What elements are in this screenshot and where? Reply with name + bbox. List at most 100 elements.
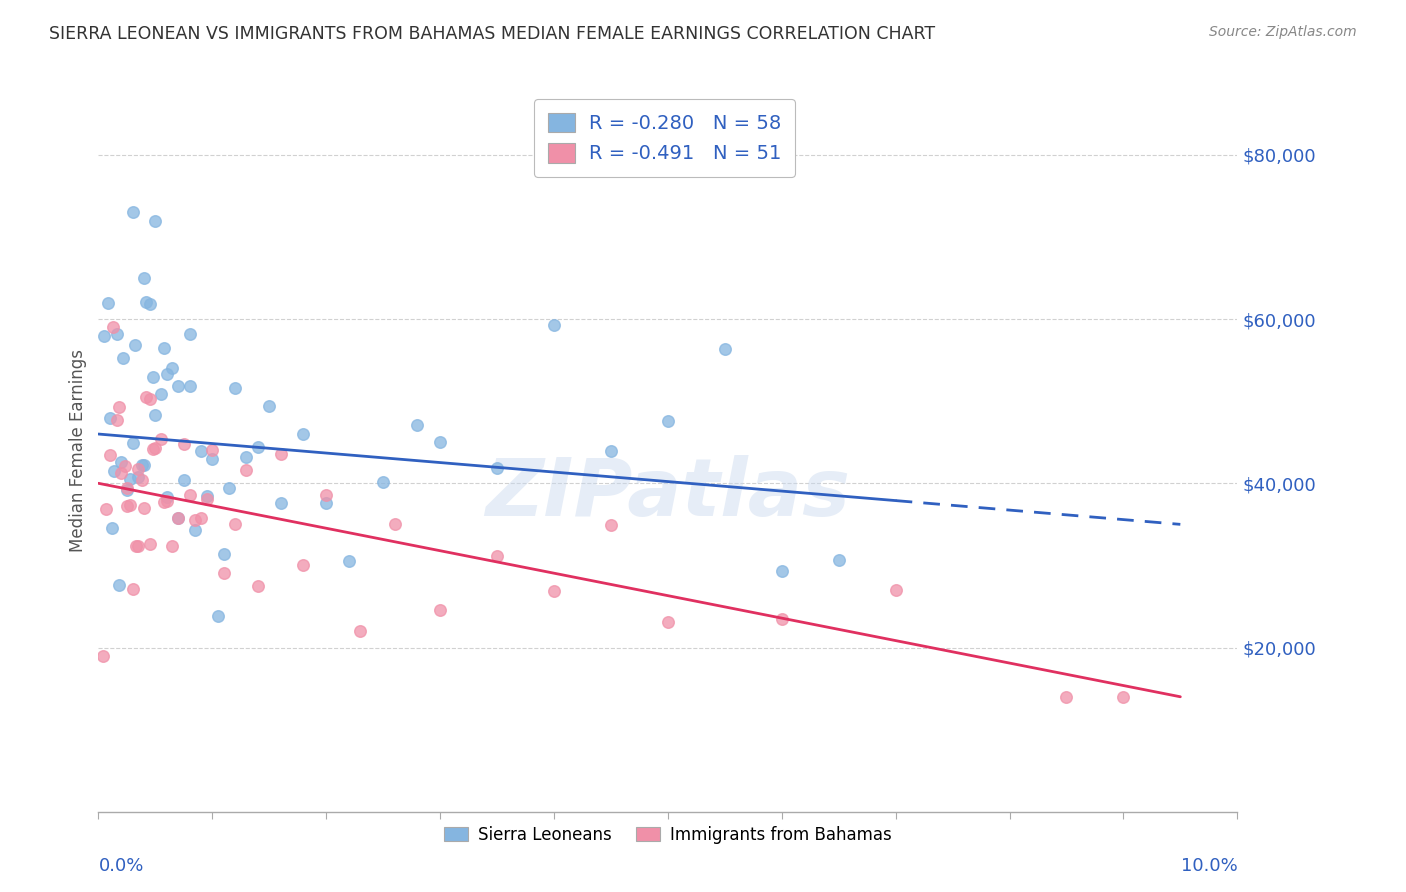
- Point: [131, 458, 153, 472]
- Point: [150, 432, 173, 446]
- Text: Source: ZipAtlas.com: Source: ZipAtlas.com: [1209, 25, 1357, 39]
- Point: [153, 494, 176, 508]
- Point: [115, 499, 138, 513]
- Point: [195, 492, 218, 507]
- Point: [714, 342, 737, 356]
- Text: SIERRA LEONEAN VS IMMIGRANTS FROM BAHAMAS MEDIAN FEMALE EARNINGS CORRELATION CHA: SIERRA LEONEAN VS IMMIGRANTS FROM BAHAMA…: [49, 25, 935, 43]
- Point: [110, 455, 132, 469]
- Point: [543, 318, 565, 332]
- Point: [135, 390, 157, 404]
- Point: [235, 450, 257, 464]
- Point: [246, 440, 269, 454]
- Point: [103, 464, 125, 478]
- Point: [138, 537, 160, 551]
- Point: [828, 553, 851, 567]
- Point: [770, 612, 793, 626]
- Point: [156, 491, 179, 505]
- Point: [96, 502, 118, 516]
- Point: [190, 444, 212, 458]
- Point: [337, 554, 360, 568]
- Point: [384, 517, 406, 532]
- Text: ZIPatlas: ZIPatlas: [485, 455, 851, 533]
- Y-axis label: Median Female Earnings: Median Female Earnings: [69, 349, 87, 552]
- Point: [1056, 690, 1078, 704]
- Text: 10.0%: 10.0%: [1181, 857, 1237, 875]
- Point: [121, 435, 143, 450]
- Point: [138, 392, 160, 406]
- Point: [195, 489, 218, 503]
- Point: [93, 328, 115, 343]
- Point: [224, 381, 246, 395]
- Point: [315, 488, 337, 502]
- Point: [91, 648, 114, 663]
- Point: [98, 448, 121, 462]
- Point: [259, 399, 281, 413]
- Point: [173, 437, 195, 451]
- Point: [1112, 690, 1135, 704]
- Text: 0.0%: 0.0%: [98, 857, 143, 875]
- Point: [884, 582, 907, 597]
- Point: [184, 513, 207, 527]
- Point: [150, 387, 173, 401]
- Point: [110, 466, 132, 480]
- Point: [101, 521, 124, 535]
- Point: [145, 213, 167, 227]
- Point: [543, 583, 565, 598]
- Point: [138, 296, 160, 310]
- Point: [142, 442, 165, 456]
- Point: [131, 473, 153, 487]
- Point: [127, 539, 149, 553]
- Point: [179, 378, 201, 392]
- Point: [600, 444, 623, 458]
- Point: [127, 469, 149, 483]
- Point: [207, 609, 229, 624]
- Point: [224, 516, 246, 531]
- Point: [179, 487, 201, 501]
- Point: [105, 413, 128, 427]
- Point: [132, 458, 155, 472]
- Point: [486, 461, 509, 475]
- Point: [167, 511, 190, 525]
- Point: [108, 578, 131, 592]
- Point: [173, 474, 195, 488]
- Point: [153, 341, 176, 355]
- Point: [142, 369, 165, 384]
- Point: [124, 338, 146, 352]
- Point: [218, 481, 240, 495]
- Point: [132, 271, 155, 285]
- Point: [184, 523, 207, 537]
- Point: [212, 566, 235, 580]
- Point: [156, 494, 179, 508]
- Point: [132, 501, 155, 516]
- Point: [657, 615, 679, 630]
- Point: [429, 434, 451, 449]
- Point: [162, 539, 184, 553]
- Point: [115, 483, 138, 497]
- Point: [103, 320, 125, 334]
- Point: [145, 408, 167, 422]
- Point: [770, 564, 793, 578]
- Point: [349, 624, 371, 639]
- Point: [600, 518, 623, 533]
- Point: [167, 511, 190, 525]
- Point: [121, 582, 143, 597]
- Point: [486, 549, 509, 563]
- Point: [105, 326, 128, 341]
- Point: [270, 447, 292, 461]
- Point: [371, 475, 394, 489]
- Point: [292, 426, 315, 441]
- Point: [114, 459, 136, 474]
- Point: [112, 351, 135, 366]
- Point: [246, 579, 269, 593]
- Point: [406, 418, 429, 433]
- Point: [292, 558, 315, 572]
- Point: [98, 410, 121, 425]
- Point: [179, 326, 201, 341]
- Point: [270, 496, 292, 510]
- Point: [212, 547, 235, 561]
- Point: [190, 511, 212, 525]
- Point: [125, 540, 148, 554]
- Point: [429, 603, 451, 617]
- Legend: Sierra Leoneans, Immigrants from Bahamas: Sierra Leoneans, Immigrants from Bahamas: [437, 819, 898, 850]
- Point: [108, 400, 131, 414]
